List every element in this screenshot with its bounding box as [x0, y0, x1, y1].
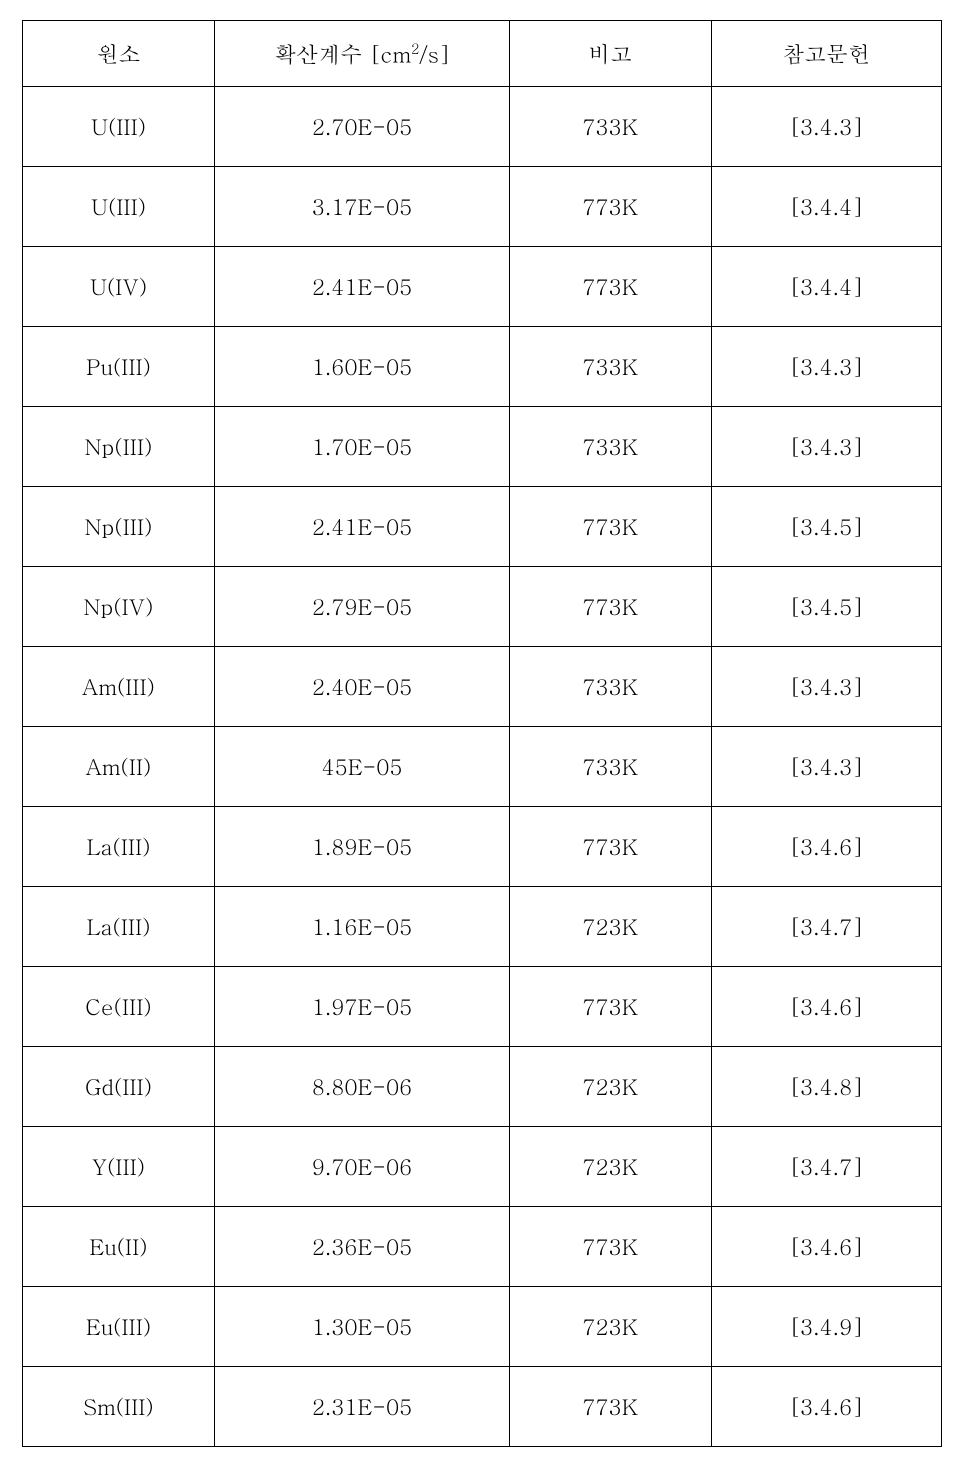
- cell-coefficient: 2.41E-05: [215, 487, 509, 567]
- cell-element: Np(IV): [22, 567, 215, 647]
- cell-note: 773K: [509, 167, 711, 247]
- cell-element: Np(III): [22, 487, 215, 567]
- table-row: Np(III)2.41E-05773K[3.4.5]: [22, 487, 941, 567]
- table-row: Eu(III)1.30E-05723K[3.4.9]: [22, 1287, 941, 1367]
- cell-reference: [3.4.7]: [711, 887, 941, 967]
- cell-coefficient: 1.60E-05: [215, 327, 509, 407]
- cell-coefficient: 2.70E-05: [215, 87, 509, 167]
- cell-note: 733K: [509, 87, 711, 167]
- cell-element: Y(III): [22, 1127, 215, 1207]
- cell-coefficient: 2.36E-05: [215, 1207, 509, 1287]
- cell-reference: [3.4.4]: [711, 247, 941, 327]
- cell-element: U(III): [22, 87, 215, 167]
- table-header: 원소 확산계수 [cm2/s] 비고 참고문헌: [22, 21, 941, 87]
- cell-reference: [3.4.9]: [711, 1287, 941, 1367]
- table-row: Y(III)9.70E-06723K[3.4.7]: [22, 1127, 941, 1207]
- cell-element: Pu(III): [22, 327, 215, 407]
- cell-reference: [3.4.6]: [711, 1207, 941, 1287]
- table-row: U(III)3.17E-05773K[3.4.4]: [22, 167, 941, 247]
- cell-note: 773K: [509, 247, 711, 327]
- cell-coefficient: 1.16E-05: [215, 887, 509, 967]
- table-row: Np(III)1.70E-05733K[3.4.3]: [22, 407, 941, 487]
- cell-note: 723K: [509, 1287, 711, 1367]
- table-row: Np(IV)2.79E-05773K[3.4.5]: [22, 567, 941, 647]
- cell-note: 733K: [509, 327, 711, 407]
- cell-coefficient: 8.80E-06: [215, 1047, 509, 1127]
- cell-coefficient: 2.79E-05: [215, 567, 509, 647]
- cell-reference: [3.4.4]: [711, 167, 941, 247]
- cell-reference: [3.4.5]: [711, 567, 941, 647]
- cell-element: U(III): [22, 167, 215, 247]
- table-row: Sm(III)2.31E-05773K[3.4.6]: [22, 1367, 941, 1447]
- cell-note: 773K: [509, 807, 711, 887]
- cell-note: 773K: [509, 967, 711, 1047]
- cell-reference: [3.4.3]: [711, 327, 941, 407]
- cell-reference: [3.4.3]: [711, 407, 941, 487]
- cell-element: Eu(II): [22, 1207, 215, 1287]
- cell-reference: [3.4.7]: [711, 1127, 941, 1207]
- cell-note: 773K: [509, 1367, 711, 1447]
- cell-note: 723K: [509, 1047, 711, 1127]
- table-row: Am(III)2.40E-05733K[3.4.3]: [22, 647, 941, 727]
- cell-reference: [3.4.3]: [711, 647, 941, 727]
- table-row: La(III)1.16E-05723K[3.4.7]: [22, 887, 941, 967]
- cell-reference: [3.4.3]: [711, 727, 941, 807]
- cell-element: Gd(III): [22, 1047, 215, 1127]
- cell-note: 733K: [509, 407, 711, 487]
- cell-element: Sm(III): [22, 1367, 215, 1447]
- table-header-row: 원소 확산계수 [cm2/s] 비고 참고문헌: [22, 21, 941, 87]
- cell-note: 773K: [509, 567, 711, 647]
- cell-coefficient: 2.41E-05: [215, 247, 509, 327]
- cell-element: Am(III): [22, 647, 215, 727]
- cell-coefficient: 1.97E-05: [215, 967, 509, 1047]
- cell-note: 773K: [509, 1207, 711, 1287]
- table-row: Am(II)45E-05733K[3.4.3]: [22, 727, 941, 807]
- table-row: La(III)1.89E-05773K[3.4.6]: [22, 807, 941, 887]
- header-note: 비고: [509, 21, 711, 87]
- cell-element: La(III): [22, 807, 215, 887]
- header-element: 원소: [22, 21, 215, 87]
- cell-reference: [3.4.6]: [711, 967, 941, 1047]
- table-row: U(IV)2.41E-05773K[3.4.4]: [22, 247, 941, 327]
- cell-reference: [3.4.6]: [711, 1367, 941, 1447]
- cell-note: 723K: [509, 1127, 711, 1207]
- cell-coefficient: 3.17E-05: [215, 167, 509, 247]
- cell-element: Ce(III): [22, 967, 215, 1047]
- diffusion-coefficient-table-container: 원소 확산계수 [cm2/s] 비고 참고문헌 U(III)2.70E-0573…: [22, 20, 942, 1447]
- cell-coefficient: 1.89E-05: [215, 807, 509, 887]
- cell-element: Eu(III): [22, 1287, 215, 1367]
- cell-element: Am(II): [22, 727, 215, 807]
- cell-reference: [3.4.6]: [711, 807, 941, 887]
- table-row: Ce(III)1.97E-05773K[3.4.6]: [22, 967, 941, 1047]
- header-coefficient: 확산계수 [cm2/s]: [215, 21, 509, 87]
- table-row: Gd(III)8.80E-06723K[3.4.8]: [22, 1047, 941, 1127]
- cell-coefficient: 2.40E-05: [215, 647, 509, 727]
- cell-element: Np(III): [22, 407, 215, 487]
- cell-note: 733K: [509, 727, 711, 807]
- cell-coefficient: 9.70E-06: [215, 1127, 509, 1207]
- cell-reference: [3.4.5]: [711, 487, 941, 567]
- table-row: Pu(III)1.60E-05733K[3.4.3]: [22, 327, 941, 407]
- diffusion-coefficient-table: 원소 확산계수 [cm2/s] 비고 참고문헌 U(III)2.70E-0573…: [22, 20, 942, 1447]
- cell-note: 773K: [509, 487, 711, 567]
- table-row: U(III)2.70E-05733K[3.4.3]: [22, 87, 941, 167]
- cell-note: 723K: [509, 887, 711, 967]
- cell-reference: [3.4.8]: [711, 1047, 941, 1127]
- cell-coefficient: 1.70E-05: [215, 407, 509, 487]
- cell-coefficient: 45E-05: [215, 727, 509, 807]
- table-body: U(III)2.70E-05733K[3.4.3]U(III)3.17E-057…: [22, 87, 941, 1447]
- cell-coefficient: 2.31E-05: [215, 1367, 509, 1447]
- header-reference: 참고문헌: [711, 21, 941, 87]
- cell-element: U(IV): [22, 247, 215, 327]
- cell-reference: [3.4.3]: [711, 87, 941, 167]
- table-row: Eu(II)2.36E-05773K[3.4.6]: [22, 1207, 941, 1287]
- cell-note: 733K: [509, 647, 711, 727]
- cell-coefficient: 1.30E-05: [215, 1287, 509, 1367]
- cell-element: La(III): [22, 887, 215, 967]
